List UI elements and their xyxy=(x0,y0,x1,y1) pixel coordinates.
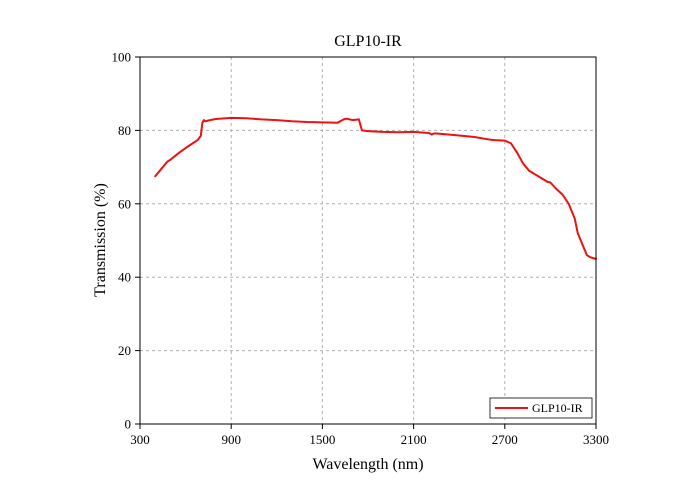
x-tick-label: 3300 xyxy=(583,432,609,447)
x-tick-label: 2700 xyxy=(492,432,518,447)
y-tick-label: 100 xyxy=(112,50,132,65)
plot-frame xyxy=(139,56,597,425)
y-tick-label: 60 xyxy=(118,196,131,211)
x-tick-label: 2100 xyxy=(401,432,427,447)
chart-title: GLP10-IR xyxy=(334,33,402,50)
y-tick-label: 80 xyxy=(118,123,131,138)
x-tick-label: 1500 xyxy=(309,432,335,447)
y-tick-label: 20 xyxy=(118,343,131,358)
series-line-glp10-ir xyxy=(154,116,597,260)
legend-label: GLP10-IR xyxy=(532,401,583,415)
x-axis-label: Wavelength (nm) xyxy=(312,456,423,473)
legend: GLP10-IR xyxy=(489,397,593,419)
y-tick-label: 0 xyxy=(125,417,132,432)
series-layer xyxy=(154,116,597,260)
legend-box xyxy=(489,397,593,419)
x-tick-label: 900 xyxy=(221,432,241,447)
axis-ticks: 300 900 1500 2100 2700 3300 0 20 40 60 80 100 xyxy=(112,50,610,448)
x-tick-label: 300 xyxy=(130,432,150,447)
y-axis-label: Transmission (%) xyxy=(92,183,109,297)
plot-background xyxy=(140,57,596,424)
y-tick-label: 40 xyxy=(118,270,131,285)
